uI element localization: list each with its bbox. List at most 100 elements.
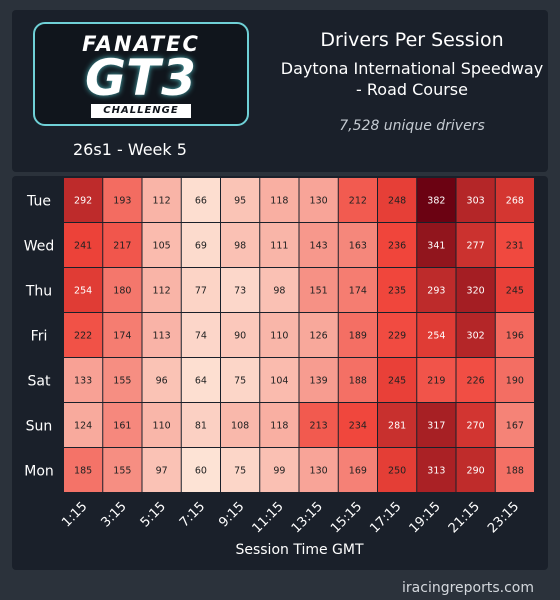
cell-value-label: 69	[195, 241, 207, 252]
cell-value-label: 226	[467, 376, 485, 387]
cell-value-label: 111	[270, 241, 288, 252]
heatmap-cell	[417, 268, 456, 312]
cell-value-label: 97	[156, 466, 168, 477]
cell-value-label: 155	[113, 376, 131, 387]
cell-value-label: 110	[270, 331, 288, 342]
cell-value-label: 151	[310, 286, 328, 297]
heatmap-cell	[417, 223, 456, 267]
heatmap-cell	[64, 448, 103, 492]
heatmap-cell	[142, 178, 181, 222]
cell-value-label: 212	[349, 196, 367, 207]
cell-value-label: 270	[467, 421, 485, 432]
track-name-line1: Daytona International Speedway	[280, 59, 544, 78]
cell-value-label: 196	[506, 331, 524, 342]
heatmap-cell	[495, 223, 534, 267]
heatmap-cell	[299, 448, 338, 492]
cell-value-label: 161	[113, 421, 131, 432]
x-tick-label: 17:15	[367, 499, 404, 536]
cell-value-label: 317	[427, 421, 445, 432]
heatmap-cell	[181, 358, 220, 402]
heatmap-cell	[338, 313, 377, 357]
cell-value-label: 104	[270, 376, 288, 387]
heatmap-cell	[495, 403, 534, 447]
y-tick-label: Mon	[24, 464, 54, 480]
heatmap-cell	[456, 178, 495, 222]
heatmap-cell	[142, 403, 181, 447]
heatmap-cell	[64, 358, 103, 402]
y-tick-label: Thu	[25, 284, 52, 300]
cell-value-label: 75	[234, 466, 246, 477]
heatmap-cell	[378, 178, 417, 222]
heatmap-cell	[378, 403, 417, 447]
cell-value-label: 174	[349, 286, 367, 297]
heatmap-cell	[181, 223, 220, 267]
cell-value-label: 64	[195, 376, 207, 387]
heatmap-cell	[299, 223, 338, 267]
cell-value-label: 281	[388, 421, 406, 432]
cell-value-label: 126	[310, 331, 328, 342]
cell-value-label: 108	[231, 421, 249, 432]
cell-value-label: 130	[310, 466, 328, 477]
cell-value-label: 73	[234, 286, 246, 297]
cell-value-label: 190	[506, 376, 524, 387]
heatmap-cell	[260, 223, 299, 267]
cell-value-label: 60	[195, 466, 207, 477]
cell-value-label: 254	[427, 331, 445, 342]
cell-value-label: 174	[113, 331, 131, 342]
cell-value-label: 169	[349, 466, 367, 477]
cell-value-label: 234	[349, 421, 367, 432]
heatmap-cell	[103, 178, 142, 222]
cell-value-label: 139	[310, 376, 328, 387]
logo-brand: FANATEC	[82, 32, 200, 56]
cell-value-label: 313	[427, 466, 445, 477]
heatmap-cell	[181, 403, 220, 447]
cell-value-label: 231	[506, 241, 524, 252]
heatmap-cell	[221, 403, 260, 447]
heatmap-cell	[456, 448, 495, 492]
cell-value-label: 189	[349, 331, 367, 342]
track-name-line2: - Road Course	[356, 80, 468, 99]
cell-value-label: 241	[74, 241, 92, 252]
heatmap-cell	[417, 448, 456, 492]
heatmap-cell	[299, 403, 338, 447]
heatmap-cell	[221, 223, 260, 267]
chart-panel: Tue 292 193 112 66 95 118 130 212 248 382 303 268 Wed…	[12, 176, 548, 570]
heatmap-cell	[221, 268, 260, 312]
cell-value-label: 99	[273, 466, 285, 477]
header-panel: FANATEC GT3 CHALLENGE Drivers Per Sessio…	[12, 10, 548, 172]
heatmap-cell	[338, 448, 377, 492]
heatmap-cell	[338, 403, 377, 447]
cell-value-label: 143	[310, 241, 328, 252]
heatmap-cell	[103, 448, 142, 492]
cell-value-label: 112	[153, 196, 171, 207]
cell-value-label: 96	[156, 376, 168, 387]
heatmap-cell	[103, 313, 142, 357]
heatmap-cell	[64, 403, 103, 447]
cell-value-label: 90	[234, 331, 246, 342]
heatmap-cell	[378, 223, 417, 267]
heatmap-cell	[456, 403, 495, 447]
heatmap-chart: Tue 292 193 112 66 95 118 130 212 248 382 303 268 Wed…	[24, 177, 535, 558]
heatmap-cell	[495, 448, 534, 492]
x-tick-label: 9:15	[216, 499, 247, 530]
cell-value-label: 213	[310, 421, 328, 432]
cell-value-label: 75	[234, 376, 246, 387]
heatmap-cell	[64, 268, 103, 312]
cell-value-label: 118	[270, 421, 288, 432]
cell-value-label: 98	[273, 286, 285, 297]
heatmap-cell	[64, 313, 103, 357]
cell-value-label: 235	[388, 286, 406, 297]
cell-value-label: 77	[195, 286, 207, 297]
heatmap-cell	[495, 358, 534, 402]
cell-value-label: 248	[388, 196, 406, 207]
series-logo: FANATEC GT3 CHALLENGE	[33, 22, 249, 126]
cell-value-label: 188	[506, 466, 524, 477]
heatmap-cell	[417, 313, 456, 357]
heatmap-cell	[260, 313, 299, 357]
cell-value-label: 341	[427, 241, 445, 252]
heatmap-cell	[142, 223, 181, 267]
y-tick-label: Sat	[28, 374, 51, 390]
x-tick-label: 1:15	[59, 499, 90, 530]
cell-value-label: 268	[506, 196, 524, 207]
heatmap-cell	[142, 358, 181, 402]
